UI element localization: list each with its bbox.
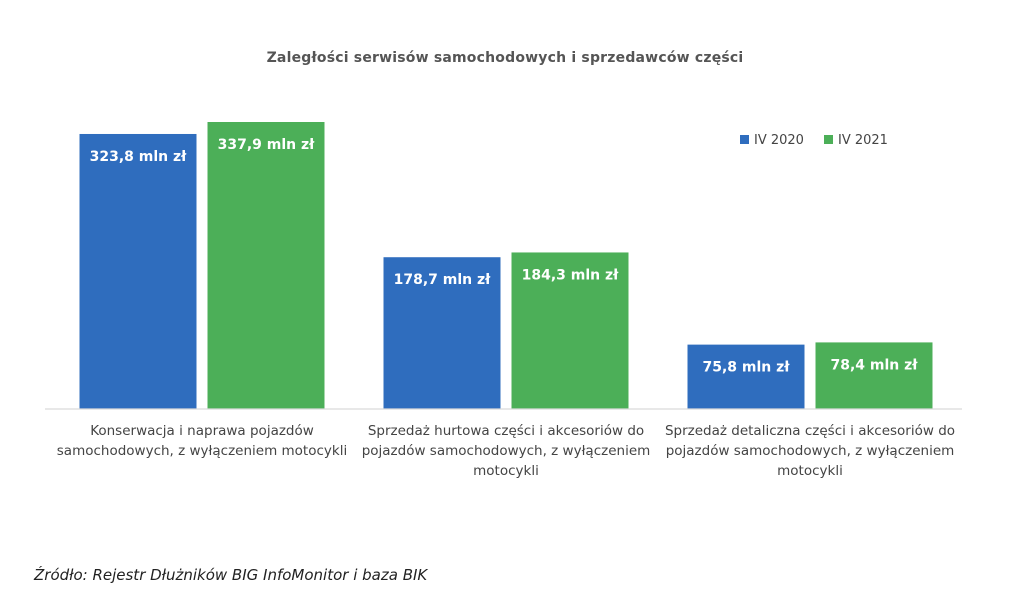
category-label: Sprzedaż hurtowa części i akcesoriów do	[368, 423, 644, 439]
bar-iv-2021-cat-2	[511, 252, 629, 409]
bar-iv-2020-cat-1	[79, 133, 197, 410]
source-note: Źródło: Rejestr Dłużników BIG InfoMonito…	[34, 566, 428, 584]
category-label: pojazdów samochodowych, z wyłączeniem	[362, 443, 651, 459]
data-label: 337,9 mln zł	[218, 137, 316, 153]
legend-entry: IV 2021	[838, 133, 888, 148]
legend-swatch	[824, 135, 833, 144]
category-label: motocykli	[473, 463, 539, 479]
chart-title: Zaległości serwisów samochodowych i sprz…	[267, 50, 744, 66]
data-label: 178,7 mln zł	[394, 272, 492, 288]
bar-chart: Zaległości serwisów samochodowych i sprz…	[45, 50, 962, 479]
legend-swatch	[740, 135, 749, 144]
bar-iv-2020-cat-3	[687, 344, 805, 409]
category-labels: Konserwacja i naprawa pojazdów samochodow…	[57, 423, 955, 479]
bar-iv-2021-cat-1	[207, 122, 325, 409]
data-label: 323,8 mln zł	[90, 149, 188, 165]
category-label: motocykli	[777, 463, 843, 479]
category-label: samochodowych, z wyłączeniem motocykli	[57, 443, 347, 459]
category-label: Konserwacja i naprawa pojazdów	[90, 423, 314, 439]
legend: IV 2020 IV 2021	[740, 133, 888, 148]
bar-iv-2020-cat-2	[383, 257, 501, 409]
category-label: Sprzedaż detaliczna części i akcesoriów …	[665, 423, 955, 439]
category-label: pojazdów samochodowych, z wyłączeniem	[666, 443, 955, 459]
bar-iv-2021-cat-3	[815, 342, 933, 409]
legend-entry: IV 2020	[754, 133, 804, 148]
data-label: 75,8 mln zł	[703, 360, 791, 376]
chart-area: Zaległości serwisów samochodowych i sprz…	[45, 50, 962, 479]
data-label: 78,4 mln zł	[831, 357, 919, 373]
data-label: 184,3 mln zł	[522, 267, 620, 283]
bars-group: 323,8 mln zł 178,7 mln zł 75,8 mln zł 337,9…	[79, 122, 933, 410]
